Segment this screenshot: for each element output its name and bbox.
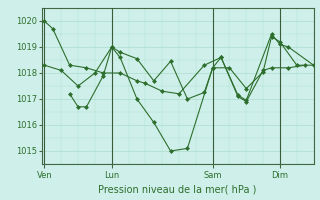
X-axis label: Pression niveau de la mer( hPa ): Pression niveau de la mer( hPa ) (99, 184, 257, 194)
